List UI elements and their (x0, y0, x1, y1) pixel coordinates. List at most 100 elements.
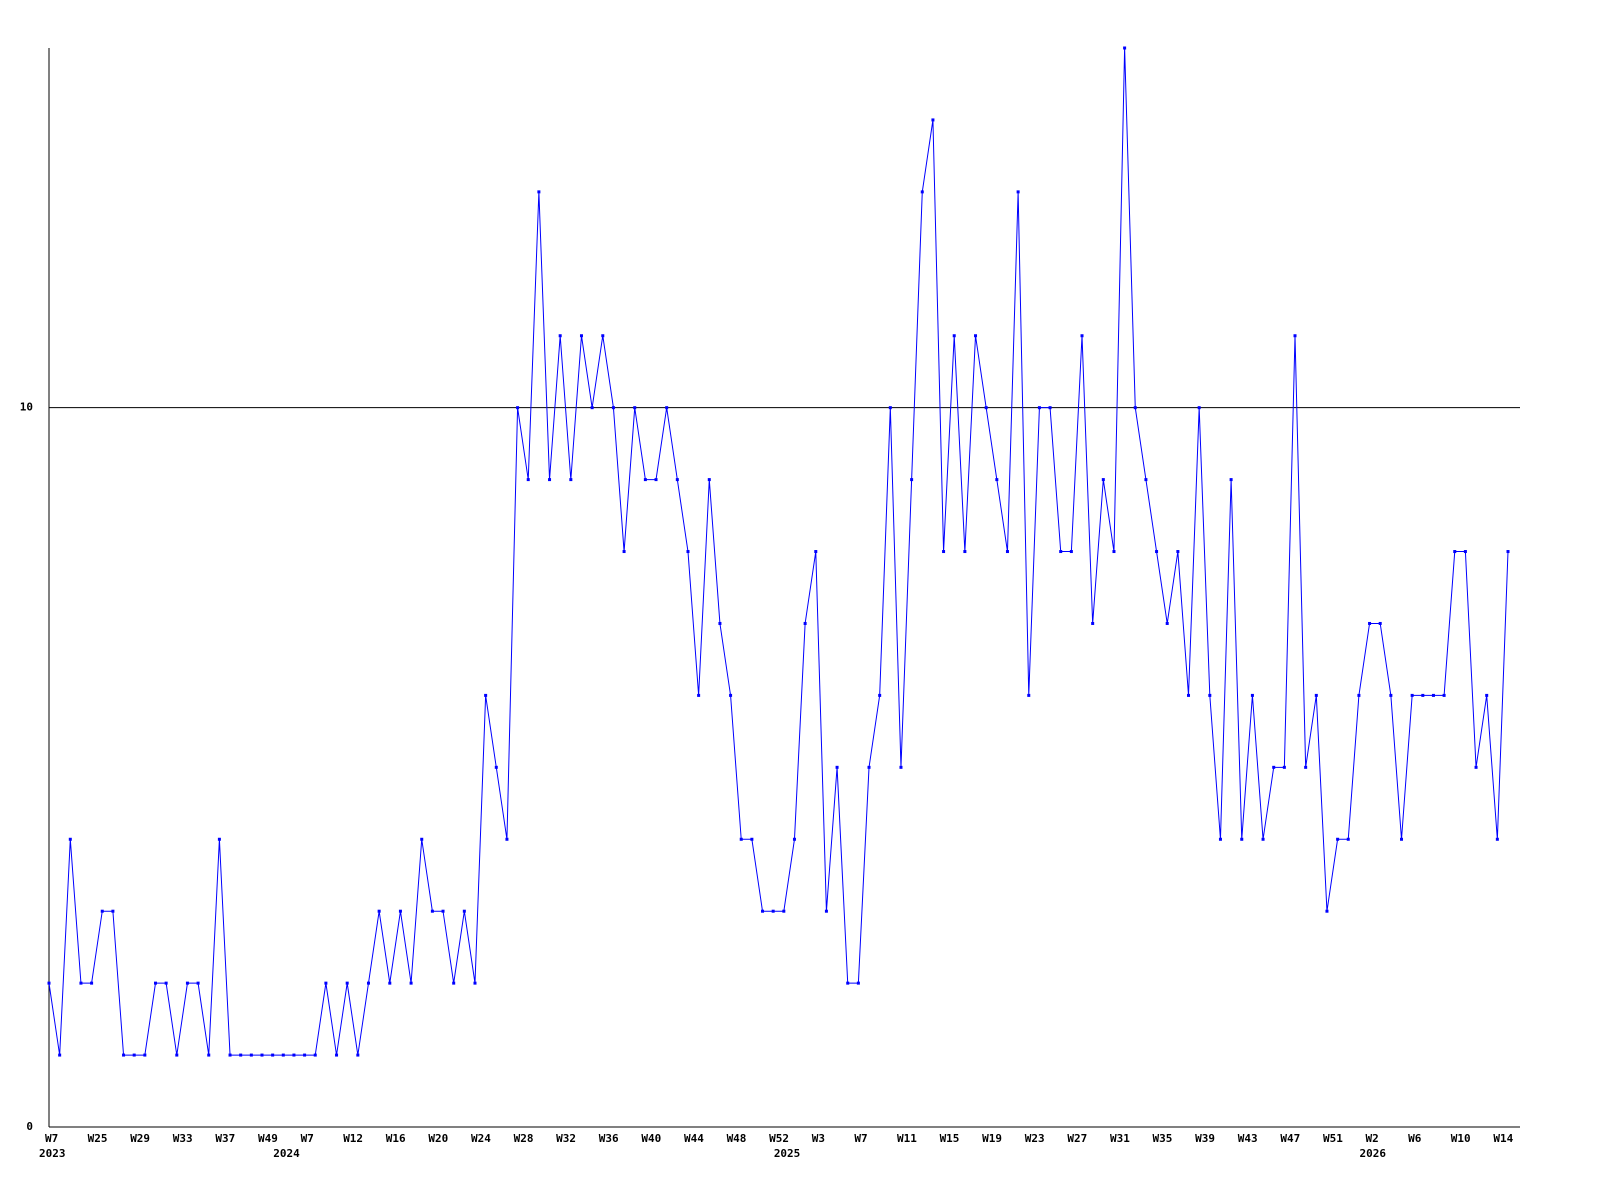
year-label: 2023 (39, 1147, 66, 1160)
data-point (207, 1053, 211, 1057)
data-point (132, 1053, 136, 1057)
data-point (239, 1053, 243, 1057)
data-point (643, 478, 647, 482)
data-point (579, 334, 583, 338)
data-point (569, 478, 573, 482)
data-point (1293, 334, 1297, 338)
data-point (1250, 693, 1254, 697)
data-point (1037, 406, 1041, 410)
data-point (1272, 765, 1276, 769)
data-point (430, 909, 434, 913)
x-tick-label: W6 (1408, 1132, 1422, 1145)
data-point (398, 909, 402, 913)
data-point (516, 406, 520, 410)
data-point (484, 693, 488, 697)
data-point (771, 909, 775, 913)
data-point (761, 909, 765, 913)
x-tick-label: W2 (1366, 1132, 1379, 1145)
x-tick-label: W52 (769, 1132, 789, 1145)
data-point (1431, 693, 1435, 697)
data-point (1112, 550, 1116, 554)
data-point (228, 1053, 232, 1057)
data-point (633, 406, 637, 410)
data-point (526, 478, 530, 482)
data-point (1155, 550, 1159, 554)
data-point (1005, 550, 1009, 554)
x-tick-label: W23 (1025, 1132, 1045, 1145)
x-tick-label: W32 (556, 1132, 576, 1145)
data-point (558, 334, 562, 338)
x-tick-label: W24 (471, 1132, 491, 1145)
data-point (494, 765, 498, 769)
data-point (313, 1053, 317, 1057)
data-point (345, 981, 349, 985)
data-point (931, 118, 935, 122)
data-point (122, 1053, 126, 1057)
data-point (654, 478, 658, 482)
data-point (1410, 693, 1414, 697)
data-point (1208, 693, 1212, 697)
x-tick-label: W39 (1195, 1132, 1215, 1145)
data-point (249, 1053, 253, 1057)
year-label: 2026 (1360, 1147, 1387, 1160)
data-point (707, 478, 711, 482)
x-tick-label: W12 (343, 1132, 363, 1145)
data-point (1123, 46, 1127, 50)
data-point (1314, 693, 1318, 697)
data-point (143, 1053, 147, 1057)
data-line (48, 47, 1509, 1056)
data-point (1389, 693, 1393, 697)
x-tick-label: W16 (386, 1132, 406, 1145)
data-point (1016, 190, 1020, 194)
data-point (452, 981, 456, 985)
data-point (974, 334, 978, 338)
data-point (420, 837, 424, 841)
data-point (1048, 406, 1052, 410)
data-point (537, 190, 541, 194)
data-point (1229, 478, 1233, 482)
data-point (1474, 765, 1478, 769)
data-point (281, 1053, 285, 1057)
x-tick-label: W27 (1067, 1132, 1087, 1145)
x-tick-label: W29 (130, 1132, 150, 1145)
data-point (335, 1053, 339, 1057)
x-tick-label: W43 (1238, 1132, 1258, 1145)
data-point (505, 837, 509, 841)
data-point (1059, 550, 1063, 554)
data-point (1453, 550, 1457, 554)
y-tick-label: 0 (26, 1120, 33, 1133)
x-tick-label: W7 (854, 1132, 867, 1145)
data-point (1421, 693, 1425, 697)
data-point (899, 765, 903, 769)
data-point (1218, 837, 1222, 841)
data-point (79, 981, 83, 985)
data-point (271, 1053, 275, 1057)
data-point (1336, 837, 1340, 841)
data-point (856, 981, 860, 985)
data-point (888, 406, 892, 410)
data-point (1346, 837, 1350, 841)
data-point (47, 981, 51, 985)
x-tick-label: W14 (1493, 1132, 1513, 1145)
data-point (1282, 765, 1286, 769)
x-tick-label: W33 (173, 1132, 193, 1145)
data-point (622, 550, 626, 554)
x-tick-label: W51 (1323, 1132, 1343, 1145)
year-label: 2024 (273, 1147, 300, 1160)
data-point (963, 550, 967, 554)
x-tick-label: W25 (88, 1132, 108, 1145)
data-point (846, 981, 850, 985)
data-point (590, 406, 594, 410)
x-tick-label: W44 (684, 1132, 704, 1145)
data-point (1080, 334, 1084, 338)
x-tick-label: W31 (1110, 1132, 1130, 1145)
data-point (153, 981, 157, 985)
data-point (292, 1053, 296, 1057)
data-point (920, 190, 924, 194)
data-point (409, 981, 413, 985)
data-point (1240, 837, 1244, 841)
data-point (686, 550, 690, 554)
data-point (58, 1053, 62, 1057)
data-point (111, 909, 115, 913)
